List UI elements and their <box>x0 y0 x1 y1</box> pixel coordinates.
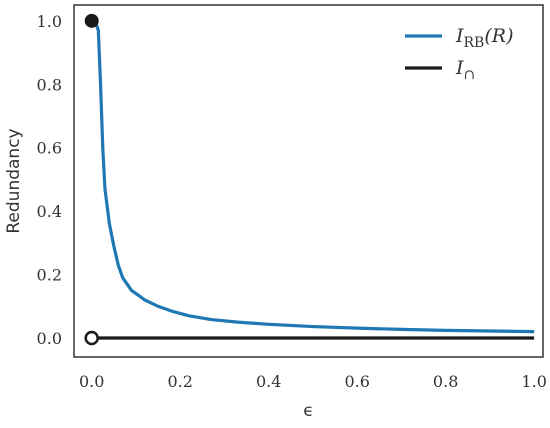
legend-label-0: IRB(R) <box>455 25 514 51</box>
x-tick-label: 0.8 <box>433 372 458 391</box>
y-axis-ticks: 0.0 0.2 0.4 0.6 0.8 1.0 <box>37 12 62 348</box>
legend-label-main: I <box>455 25 464 47</box>
x-tick-label: 0.6 <box>344 372 369 391</box>
y-axis-label: Redundancy <box>4 128 24 233</box>
legend-label-suffix: (R) <box>484 25 513 47</box>
legend: IRB(R)I∩ <box>405 25 514 83</box>
y-tick-label: 0.2 <box>37 266 62 285</box>
legend-label-sub: RB <box>464 35 485 51</box>
series-layer <box>91 19 535 340</box>
marker-layer <box>84 13 99 346</box>
series-line-0 <box>91 19 535 334</box>
y-tick-label: 0.4 <box>37 202 62 221</box>
y-tick-label: 0.6 <box>37 139 62 158</box>
open-point-marker <box>84 330 99 346</box>
x-tick-label: 0.0 <box>79 372 104 391</box>
legend-label-1: I∩ <box>455 57 475 83</box>
filled-point-marker <box>84 13 99 28</box>
legend-label-sub: ∩ <box>464 67 476 83</box>
x-tick-label: 0.2 <box>167 372 192 391</box>
y-tick-label: 0.0 <box>37 329 62 348</box>
x-axis-label: ϵ <box>303 401 313 421</box>
y-tick-label: 1.0 <box>37 12 62 31</box>
y-tick-label: 0.8 <box>37 75 62 94</box>
x-tick-label: 0.4 <box>256 372 281 391</box>
plot-frame <box>73 4 544 358</box>
x-axis-ticks: 0.0 0.2 0.4 0.6 0.8 1.0 <box>79 372 547 391</box>
plot-area <box>73 4 544 358</box>
legend-label-main: I <box>455 57 464 79</box>
x-tick-label: 1.0 <box>521 372 546 391</box>
